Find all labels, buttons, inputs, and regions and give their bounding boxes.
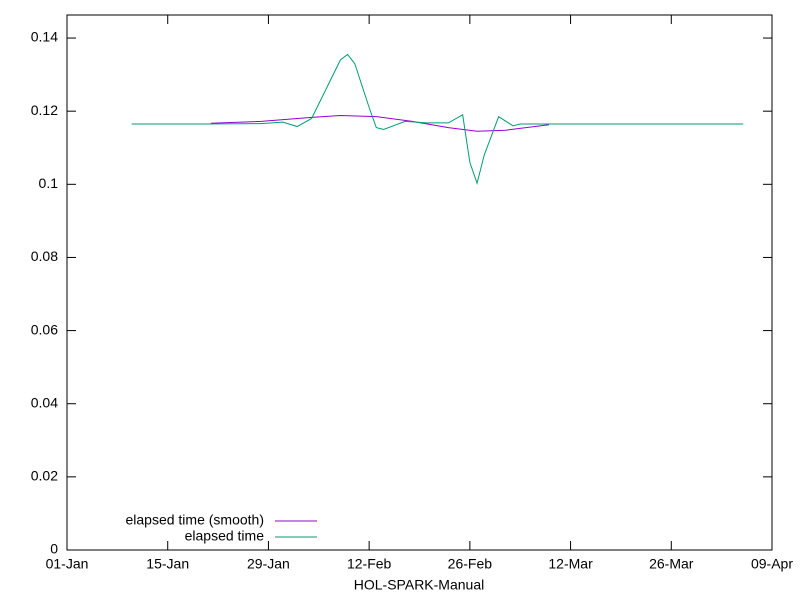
legend-label: elapsed time (smooth) bbox=[125, 512, 264, 528]
x-tick-label: 29-Jan bbox=[247, 556, 290, 572]
y-tick-label: 0.04 bbox=[31, 394, 58, 410]
x-tick-label: 26-Mar bbox=[649, 556, 694, 572]
x-tick-label: 12-Feb bbox=[347, 556, 392, 572]
y-tick-label: 0.12 bbox=[31, 102, 58, 118]
y-tick-label: 0.06 bbox=[31, 321, 58, 337]
x-tick-label: 09-Apr bbox=[751, 556, 793, 572]
x-axis-label: HOL-SPARK-Manual bbox=[354, 577, 484, 593]
y-tick-label: 0 bbox=[50, 541, 58, 557]
x-tick-label: 26-Feb bbox=[448, 556, 493, 572]
plot-border bbox=[66, 14, 773, 551]
y-tick-label: 0.08 bbox=[31, 248, 58, 264]
x-tick-label: 12-Mar bbox=[548, 556, 593, 572]
series-line bbox=[210, 115, 550, 132]
y-tick-label: 0.02 bbox=[31, 468, 58, 484]
x-tick-label: 15-Jan bbox=[146, 556, 189, 572]
series-line bbox=[131, 53, 744, 185]
y-tick-label: 0.14 bbox=[31, 29, 58, 45]
y-tick-label: 0.1 bbox=[39, 175, 59, 191]
x-tick-label: 01-Jan bbox=[46, 556, 89, 572]
legend-label: elapsed time bbox=[185, 528, 265, 544]
